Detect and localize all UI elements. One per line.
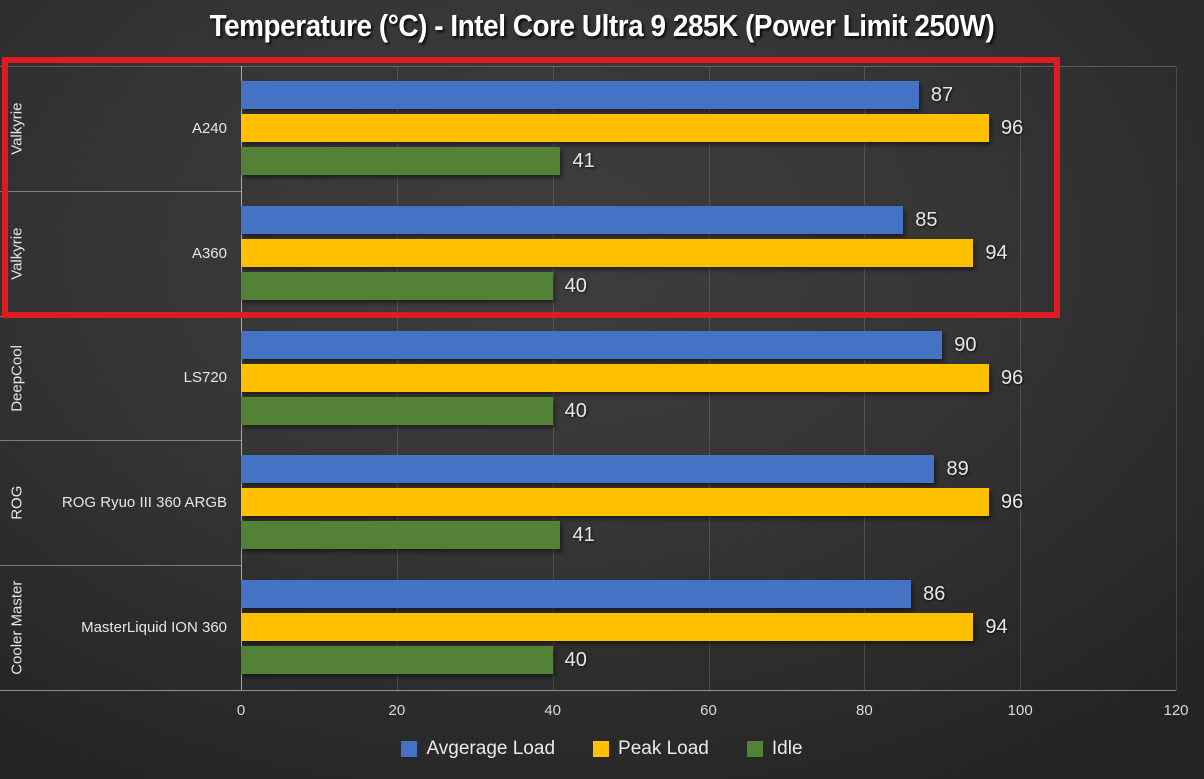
chart-title-wrap: Temperature (°C) - Intel Core Ultra 9 28… <box>0 8 1204 44</box>
category-separator <box>0 565 241 567</box>
legend-label-peak-load: Peak Load <box>618 738 709 759</box>
gridline-120 <box>1176 66 1177 690</box>
category-group-rog-ryuo-iii-360-argb: ROG ROG Ryuo III 360 ARGB <box>0 440 241 565</box>
bar-peak-load-rog-ryuo-iii-360-argb <box>241 488 989 517</box>
value-label-peak-load-ls720: 96 <box>1001 366 1024 389</box>
bar-peak-load-ls720 <box>241 363 989 392</box>
bar-idle-a240 <box>241 147 561 175</box>
value-label-avgerage-load-a240: 87 <box>930 84 954 106</box>
legend-swatch-avgerage-load <box>401 741 418 757</box>
bar-avgerage-load-a360 <box>241 205 904 234</box>
legend-item-peak-load: Peak Load <box>593 738 709 760</box>
model-label: LS720 <box>183 369 227 387</box>
legend-swatch-peak-load <box>593 741 610 757</box>
x-tick-label-100: 100 <box>1007 702 1033 719</box>
value-label-idle-a240: 41 <box>572 150 595 172</box>
x-tick-label-0: 0 <box>236 702 246 719</box>
x-tick-label-60: 60 <box>700 702 717 719</box>
category-axis: Valkyrie A240 Valkyrie A360 DeepCool LS720 ROG… <box>0 66 241 690</box>
bar-idle-a360 <box>241 271 553 300</box>
category-group-ls720: DeepCool LS720 <box>0 316 241 441</box>
x-tick-label-20: 20 <box>388 702 406 719</box>
gridline-100 <box>1020 66 1022 690</box>
value-label-idle-a360: 40 <box>564 274 587 297</box>
value-label-idle-masterliquid-ion-360: 40 <box>564 649 587 672</box>
category-separator <box>0 190 241 192</box>
brand-label: DeepCool <box>8 344 26 412</box>
category-group-a240: Valkyrie A240 <box>0 66 241 191</box>
model-label: ROG Ryuo III 360 ARGB <box>61 494 227 512</box>
model-label: A360 <box>191 244 227 262</box>
x-axis-line <box>0 690 1176 691</box>
value-label-avgerage-load-a360: 85 <box>915 208 938 231</box>
legend-swatch-idle <box>746 741 763 757</box>
bar-peak-load-a360 <box>241 238 974 267</box>
chart-title: Temperature (°C) - Intel Core Ultra 9 28… <box>209 8 995 43</box>
highlight-rectangle <box>2 57 1060 318</box>
bar-idle-masterliquid-ion-360 <box>241 646 553 675</box>
category-separator <box>0 440 241 442</box>
value-label-idle-ls720: 40 <box>564 399 587 422</box>
bar-avgerage-load-ls720 <box>241 330 943 359</box>
value-label-peak-load-a360: 94 <box>985 241 1008 264</box>
bar-idle-rog-ryuo-iii-360-argb <box>241 521 561 550</box>
bar-avgerage-load-masterliquid-ion-360 <box>241 580 912 609</box>
legend-label-idle: Idle <box>771 738 803 759</box>
bar-peak-load-masterliquid-ion-360 <box>241 613 974 642</box>
value-label-avgerage-load-masterliquid-ion-360: 86 <box>923 583 946 606</box>
x-tick-label-120: 120 <box>1163 702 1189 719</box>
model-label: A240 <box>191 119 227 137</box>
bar-peak-load-a240 <box>241 114 989 142</box>
bar-avgerage-load-rog-ryuo-iii-360-argb <box>241 455 935 484</box>
x-tick-label-40: 40 <box>544 702 561 719</box>
value-label-idle-rog-ryuo-iii-360-argb: 41 <box>572 524 595 547</box>
value-label-peak-load-masterliquid-ion-360: 94 <box>985 616 1008 639</box>
legend-item-avgerage-load: Avgerage Load <box>401 738 555 760</box>
plot-top-border <box>0 66 1176 67</box>
value-label-avgerage-load-rog-ryuo-iii-360-argb: 89 <box>946 458 969 481</box>
bar-idle-ls720 <box>241 396 553 425</box>
x-tick-label-80: 80 <box>855 702 873 719</box>
bar-avgerage-load-a240 <box>241 81 919 109</box>
brand-label: Cooler Master <box>8 580 26 675</box>
legend-item-idle: Idle <box>746 738 803 760</box>
legend: Avgerage Load Peak Load Idle <box>0 738 1204 760</box>
category-group-masterliquid-ion-360: Cooler Master MasterLiquid ION 360 <box>0 565 241 690</box>
plot-area: 87 96 41 85 94 40 90 96 40 89 96 41 86 94 40 <box>241 66 1177 690</box>
legend-label-avgerage-load: Avgerage Load <box>426 738 556 759</box>
brand-label: ROG <box>8 485 26 520</box>
value-label-avgerage-load-ls720: 90 <box>954 333 977 356</box>
value-label-peak-load-rog-ryuo-iii-360-argb: 96 <box>1001 491 1024 514</box>
category-group-a360: Valkyrie A360 <box>0 191 241 316</box>
value-label-peak-load-a240: 96 <box>1001 117 1024 139</box>
model-label: MasterLiquid ION 360 <box>81 619 227 637</box>
